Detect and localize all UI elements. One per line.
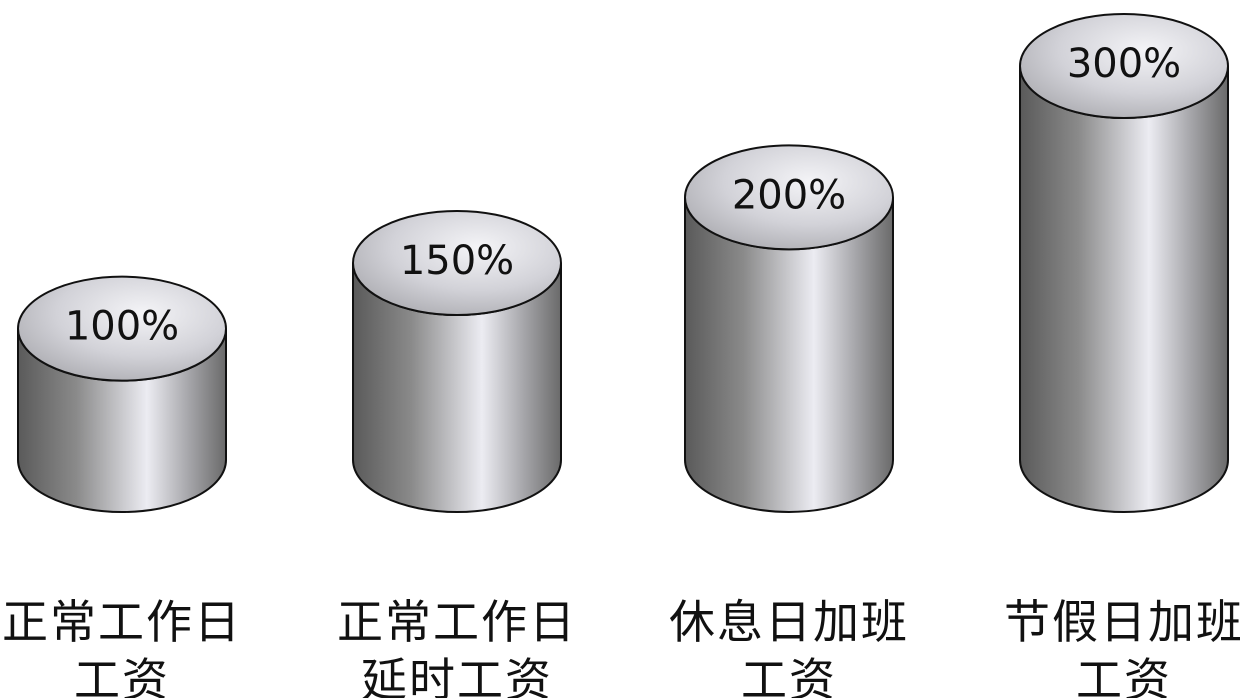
category-label-line: 工资 [1076, 653, 1172, 698]
cylinder-body [1019, 65, 1229, 513]
cylinder-bar: 150% [352, 210, 562, 513]
value-label: 300% [1067, 41, 1181, 87]
category-label: 节假日加班工资 [1004, 595, 1240, 698]
bars-layer: 100% 150% 200% 300% [17, 13, 1229, 513]
value-label: 150% [400, 238, 514, 284]
category-label-line: 延时工资 [361, 653, 553, 698]
cylinder-bar: 100% [17, 275, 227, 513]
cylinder-top [352, 210, 562, 316]
cylinder-top [684, 144, 894, 251]
cylinder-top [1019, 13, 1229, 119]
cylinder-bar: 300% [1019, 13, 1229, 513]
category-label-line: 工资 [741, 653, 837, 698]
category-label: 正常工作日工资 [2, 595, 242, 698]
category-label-line: 工资 [74, 653, 170, 698]
cylinder-top [17, 275, 227, 382]
category-label-line: 休息日加班 [669, 595, 909, 649]
category-label: 正常工作日延时工资 [337, 595, 577, 698]
value-label: 200% [732, 172, 846, 218]
cylinder-bar: 200% [684, 144, 894, 513]
category-label: 休息日加班工资 [669, 595, 909, 698]
category-label-line: 正常工作日 [2, 595, 242, 649]
category-label-line: 节假日加班 [1004, 595, 1240, 649]
category-label-line: 正常工作日 [337, 595, 577, 649]
value-label: 100% [65, 304, 179, 350]
